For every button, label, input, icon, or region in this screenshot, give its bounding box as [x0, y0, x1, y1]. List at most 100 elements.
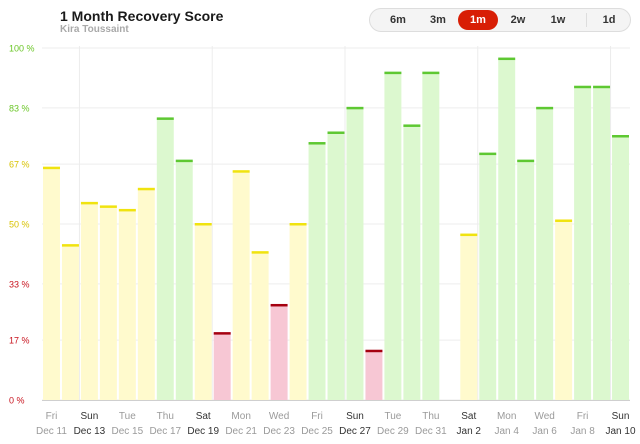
bar [574, 86, 592, 400]
x-tick-day: Wed [269, 411, 289, 422]
bar-cap [156, 117, 174, 120]
x-tick-date: Dec 15 [112, 426, 144, 437]
bar-cap [118, 208, 136, 212]
x-tick-day: Sun [346, 411, 364, 422]
range-option-3m[interactable]: 3m [430, 14, 446, 26]
y-tick-label: 100 % [9, 44, 35, 54]
bar [232, 171, 250, 400]
y-tick-label: 33 % [9, 279, 30, 289]
bar [289, 224, 307, 400]
x-tick-day: Thu [157, 411, 174, 422]
bar [593, 86, 611, 400]
bar-cap [137, 187, 155, 191]
range-option-2w[interactable]: 2w [510, 14, 526, 26]
bar-cap [194, 223, 212, 226]
bar-cap [536, 106, 554, 110]
bar [422, 72, 440, 400]
x-tick-date: Dec 29 [377, 426, 409, 437]
bar [555, 220, 573, 400]
bar [137, 188, 155, 400]
x-tick-date: Jan 2 [457, 426, 482, 437]
athlete-name: Kira Toussaint [60, 24, 129, 35]
bar [308, 143, 326, 401]
bar [460, 234, 478, 400]
x-tick-day: Fri [311, 411, 323, 422]
x-tick-day: Fri [577, 411, 589, 422]
bar [99, 206, 117, 400]
x-tick-date: Dec 21 [225, 426, 257, 437]
bar-cap [403, 124, 421, 127]
range-option-1m[interactable]: 1m [458, 10, 498, 30]
x-tick-day: Mon [231, 411, 250, 422]
range-divider [586, 13, 587, 27]
chart-title: 1 Month Recovery Score [60, 8, 224, 24]
y-tick-label: 67 % [9, 160, 30, 170]
bar [479, 153, 497, 400]
y-tick-label: 17 % [9, 336, 30, 346]
bar-cap [308, 142, 326, 145]
bar [327, 132, 345, 401]
x-tick-date: Dec 17 [149, 426, 181, 437]
bar-cap [365, 349, 383, 353]
bar [251, 252, 269, 400]
x-tick-day: Tue [119, 411, 136, 422]
bar [384, 72, 402, 400]
x-tick-date: Dec 27 [339, 426, 371, 437]
x-tick-day: Tue [384, 411, 401, 422]
x-tick-date: Dec 31 [415, 426, 447, 437]
x-tick-day: Sun [81, 411, 99, 422]
bar [80, 202, 98, 400]
bar [213, 333, 231, 400]
range-option-1w[interactable]: 1w [550, 14, 566, 26]
bar-cap [422, 71, 440, 75]
bar [43, 167, 60, 400]
bar-cap [251, 251, 269, 254]
bar-cap [61, 244, 79, 247]
x-tick-date: Dec 19 [187, 426, 219, 437]
bar [403, 125, 421, 400]
bar-cap [384, 71, 402, 75]
x-tick-day: Mon [497, 411, 516, 422]
bar-cap [43, 166, 60, 170]
x-tick-date: Dec 23 [263, 426, 295, 437]
x-tick-day: Sat [196, 411, 211, 422]
x-tick-day: Wed [534, 411, 554, 422]
bar [365, 350, 383, 400]
bar-cap [593, 85, 611, 89]
bar-cap [612, 135, 629, 138]
bar-cap [270, 303, 288, 307]
bar-cap [574, 85, 592, 89]
bar [175, 160, 193, 400]
bar [536, 107, 554, 400]
bar-cap [346, 106, 364, 110]
x-tick-date: Jan 6 [532, 426, 557, 437]
y-tick-label: 0 % [9, 396, 25, 406]
x-tick-date: Dec 25 [301, 426, 333, 437]
x-tick-day: Thu [422, 411, 439, 422]
bar-cap [555, 219, 573, 222]
bar [346, 107, 364, 400]
x-tick-day: Sun [612, 411, 630, 422]
bar-cap [289, 223, 307, 226]
bar [194, 224, 212, 400]
bar [156, 118, 174, 401]
y-tick-label: 83 % [9, 103, 30, 113]
x-tick-date: Jan 4 [494, 426, 519, 437]
bar-cap [460, 233, 478, 237]
bar-cap [498, 57, 516, 61]
range-option-1d[interactable]: 1d [602, 14, 616, 26]
x-tick-date: Dec 13 [74, 426, 106, 437]
bar-cap [80, 201, 98, 205]
bar-cap [232, 170, 250, 173]
bar [61, 245, 79, 400]
y-tick-label: 50 % [9, 220, 30, 230]
range-selector: 6m 3m 1m 2w 1w 1d [369, 8, 631, 32]
bar-cap [213, 332, 231, 335]
bar [118, 209, 136, 400]
bar-cap [479, 152, 497, 156]
bar-cap [175, 159, 193, 163]
x-tick-date: Jan 10 [606, 426, 636, 437]
range-option-6m[interactable]: 6m [390, 14, 406, 26]
bar-cap [517, 159, 535, 163]
